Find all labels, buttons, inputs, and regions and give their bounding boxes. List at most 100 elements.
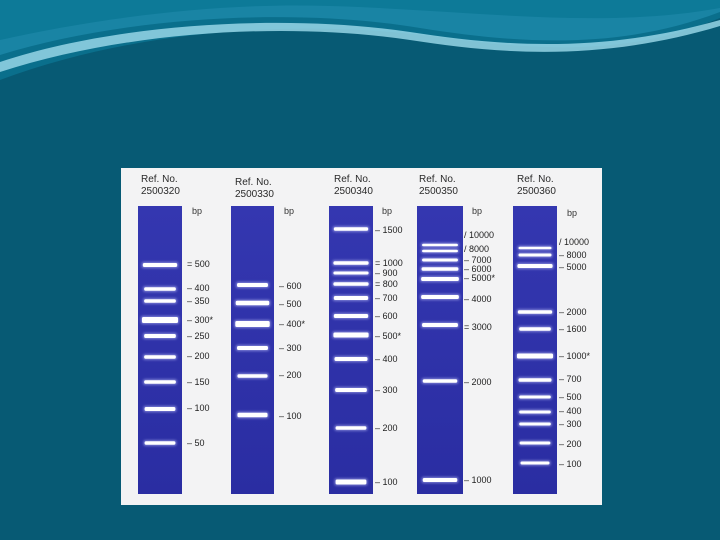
band-300: [335, 388, 367, 392]
lane-1-ref-number: 2500320: [141, 186, 180, 197]
wave-light: [0, 20, 720, 72]
band-900: [333, 271, 369, 275]
marker-label: – 1000*: [559, 351, 591, 361]
marker-label: – 400: [375, 354, 398, 364]
band-300: [237, 346, 268, 350]
lane-3-ref: Ref. No. 2500340: [334, 174, 373, 198]
marker-label: – 1500: [375, 225, 403, 235]
dna-ladder-figure: Ref. No. 2500320 Ref. No. 2500330 Ref. N…: [121, 168, 602, 505]
lane-5-unit: bp: [567, 208, 578, 218]
band-500: [333, 332, 369, 338]
marker-label: – 200: [559, 439, 582, 449]
marker-label: – 250: [187, 331, 210, 341]
marker-label: / 10000: [559, 237, 590, 247]
lane-3-ref-number: 2500340: [334, 186, 373, 197]
band-2000: [517, 310, 553, 314]
band-1000: [422, 478, 458, 482]
marker-label: – 2000: [464, 377, 492, 387]
marker-label: / 8000: [464, 244, 490, 254]
band-200: [519, 441, 551, 445]
gel-lane-4: [417, 206, 463, 494]
marker-label: – 100: [187, 403, 210, 413]
band-10000: [422, 243, 458, 247]
band-100: [237, 412, 268, 418]
marker-label: – 50: [187, 438, 205, 448]
marker-label: – 2000: [559, 307, 587, 317]
band-400: [519, 410, 551, 414]
marker-label: = 800: [375, 279, 398, 289]
marker-label: = 500: [187, 259, 210, 269]
band-100: [520, 461, 550, 465]
marker-label: – 5000*: [464, 273, 496, 283]
marker-label: – 6000: [464, 264, 492, 274]
band-50: [144, 441, 176, 445]
band-1000: [333, 261, 369, 265]
marker-label: – 350: [187, 296, 210, 306]
lane-2-ref-label: Ref. No.: [235, 177, 272, 188]
lane-4-ref-label: Ref. No.: [419, 174, 456, 185]
lane-4-unit: bp: [472, 206, 483, 216]
marker-label: – 500: [279, 299, 302, 309]
band-500: [519, 395, 551, 399]
band-200: [335, 426, 367, 430]
marker-label: – 600: [279, 281, 302, 291]
marker-label: – 100: [279, 411, 302, 421]
marker-label: – 200: [187, 351, 210, 361]
lane-1-ref-label: Ref. No.: [141, 174, 178, 185]
marker-label: – 100: [559, 459, 582, 469]
band-350: [144, 299, 176, 303]
marker-label: – 500: [559, 392, 582, 402]
marker-label: – 300: [559, 419, 582, 429]
marker-label: – 8000: [559, 250, 587, 260]
band-500: [142, 263, 178, 267]
marker-label: = 3000: [464, 322, 492, 332]
band-400: [235, 321, 270, 327]
gel-image: [138, 206, 557, 494]
marker-label: – 5000: [559, 262, 587, 272]
lane-3-unit: bp: [382, 206, 393, 216]
band-10000: [518, 246, 552, 250]
lane-5-ref-label: Ref. No.: [517, 174, 554, 185]
band-5000: [421, 277, 459, 281]
lane-2-ref-number: 2500330: [235, 189, 274, 200]
marker-label: – 900: [375, 268, 398, 278]
band-1000: [516, 353, 554, 359]
band-200: [144, 355, 176, 359]
band-5000: [517, 264, 553, 268]
marker-label: – 400: [559, 406, 582, 416]
band-6000: [421, 267, 459, 271]
marker-label: – 300: [279, 343, 302, 353]
lane-4-ref-number: 2500350: [419, 186, 458, 197]
marker-label: – 700: [559, 374, 582, 384]
marker-label: – 700: [375, 293, 398, 303]
marker-label: / 10000: [464, 230, 495, 240]
band-150: [144, 380, 176, 384]
band-250: [144, 334, 176, 338]
lane-5-ref-number: 2500360: [517, 186, 556, 197]
wave-top: [0, 0, 720, 40]
marker-label: = 1000: [375, 258, 403, 268]
band-600: [333, 314, 369, 318]
band-800: [333, 282, 369, 286]
marker-label: – 150: [187, 377, 210, 387]
lane-4-ref: Ref. No. 2500350: [419, 174, 458, 198]
marker-label: – 300*: [187, 315, 214, 325]
band-7000: [422, 258, 458, 262]
marker-label: – 400*: [279, 319, 306, 329]
band-1600: [519, 327, 551, 331]
band-300: [141, 317, 179, 323]
lane-3-ref-label: Ref. No.: [334, 174, 371, 185]
marker-label: – 1000: [464, 475, 492, 485]
marker-label: – 400: [187, 283, 210, 293]
band-700: [333, 296, 369, 300]
band-8000: [518, 253, 552, 257]
band-500: [235, 300, 270, 306]
lane-1-ref: Ref. No. 2500320: [141, 174, 180, 198]
band-1500: [333, 227, 369, 231]
band-8000: [422, 249, 458, 253]
lane-1-unit: bp: [192, 206, 203, 216]
lane-5-ref: Ref. No. 2500360: [517, 174, 556, 198]
band-3000: [422, 323, 458, 327]
marker-label: – 500*: [375, 331, 402, 341]
